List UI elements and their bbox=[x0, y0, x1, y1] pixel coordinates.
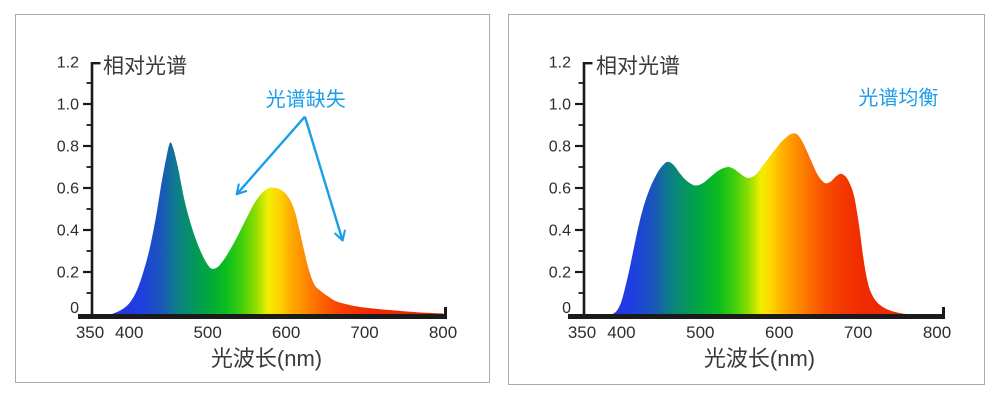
x-axis-end-tick bbox=[444, 307, 447, 314]
y-tick-label: 0.4 bbox=[57, 223, 79, 240]
x-tick-label: 400 bbox=[115, 323, 143, 342]
y-tick-label: 0 bbox=[70, 300, 79, 317]
x-axis bbox=[568, 314, 945, 319]
y-tick-label: 0.2 bbox=[549, 265, 571, 282]
y-axis bbox=[90, 62, 94, 319]
y-tick-label: 0 bbox=[562, 300, 571, 317]
y-tick-label: 0.6 bbox=[57, 181, 79, 198]
x-tick-label: 700 bbox=[350, 323, 378, 342]
x-tick-label: 600 bbox=[272, 323, 300, 342]
y-axis-top-tick bbox=[92, 62, 101, 65]
x-tick-label: 600 bbox=[765, 323, 793, 342]
y-tick-label: 1.2 bbox=[549, 55, 571, 72]
x-tick-label: 700 bbox=[844, 323, 872, 342]
annotation-label: 光谱均衡 bbox=[858, 87, 938, 110]
x-axis bbox=[78, 314, 447, 319]
x-axis-title: 光波长(nm) bbox=[211, 346, 322, 371]
y-axis-top-tick bbox=[584, 62, 593, 65]
spectrum-panel-deficient: 0 0.2 0.4 0.6 0.8 1.0 1.2 350 400 500 600 700 800 相对光… bbox=[15, 14, 490, 383]
y-tick-label: 0.8 bbox=[549, 139, 571, 156]
spectrum-area bbox=[612, 133, 906, 314]
x-tick-label: 350 bbox=[76, 323, 104, 342]
y-tick-label: 1.2 bbox=[57, 55, 79, 72]
spectrum-chart-balanced: 0 0.2 0.4 0.6 0.8 1.0 1.2 350 400 500 600 700 800 相对光… bbox=[549, 55, 951, 372]
x-tick-label: 800 bbox=[923, 323, 951, 342]
y-tick-label: 0.4 bbox=[549, 223, 571, 240]
x-tick-label: 800 bbox=[429, 323, 457, 342]
y-axis bbox=[582, 62, 586, 319]
y-tick-label: 0.8 bbox=[57, 139, 79, 156]
spectrum-area bbox=[112, 142, 443, 314]
chart-title: 相对光谱 bbox=[596, 55, 680, 78]
x-axis-title: 光波长(nm) bbox=[704, 346, 815, 371]
annotation-arrow bbox=[235, 115, 306, 196]
y-tick-label: 1.0 bbox=[57, 97, 79, 114]
x-tick-label: 350 bbox=[568, 323, 596, 342]
y-tick-label: 1.0 bbox=[549, 97, 571, 114]
x-axis-end-tick bbox=[942, 307, 945, 314]
x-tick-label: 500 bbox=[686, 323, 714, 342]
annotation-label: 光谱缺失 bbox=[266, 88, 346, 111]
y-tick-label: 0.2 bbox=[57, 265, 79, 282]
annotation-arrow bbox=[303, 116, 346, 242]
x-tick-label: 400 bbox=[607, 323, 635, 342]
spectrum-panel-balanced: 0 0.2 0.4 0.6 0.8 1.0 1.2 350 400 500 600 700 800 相对光… bbox=[508, 14, 985, 385]
spectrum-chart-deficient: 0 0.2 0.4 0.6 0.8 1.0 1.2 350 400 500 600 700 800 相对光… bbox=[57, 55, 457, 372]
y-tick-label: 0.6 bbox=[549, 181, 571, 198]
x-tick-label: 500 bbox=[193, 323, 221, 342]
chart-title: 相对光谱 bbox=[103, 55, 187, 78]
